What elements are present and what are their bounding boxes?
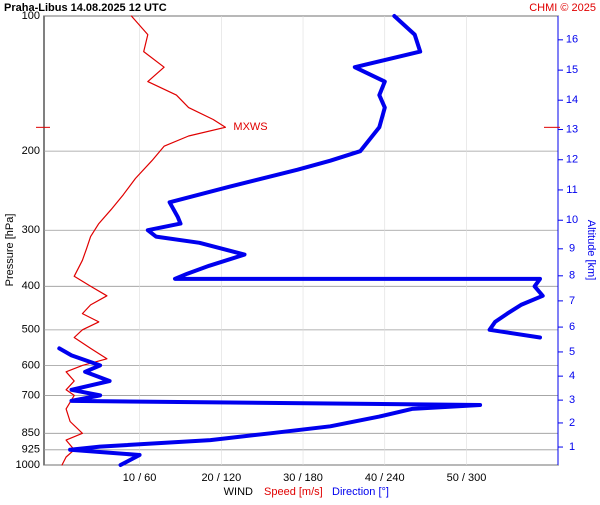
y-tick-label: 925: [22, 444, 40, 456]
chart-title: Praha-Libus 14.08.2025 12 UTC: [4, 2, 167, 14]
y2-tick-label: 13: [566, 123, 578, 135]
y2-tick-label: 8: [569, 270, 575, 282]
plot-frame: [43, 15, 559, 466]
y2-tick-label: 9: [569, 243, 575, 255]
direction-line: [57, 346, 483, 467]
x-tick-label: 40 / 240: [365, 472, 405, 484]
legend-direction: Direction [°]: [332, 486, 389, 498]
y2-tick-label: 1: [569, 441, 575, 453]
y2-tick-label: 10: [566, 214, 578, 226]
mxws-label: MXWS: [233, 121, 267, 133]
credit: CHMI © 2025: [529, 2, 596, 14]
y-axis-label: Pressure [hPa]: [4, 214, 16, 287]
y2-tick-label: 7: [569, 295, 575, 307]
y2-axis-label: Altitude [km]: [585, 220, 597, 281]
x-tick-label: 10 / 60: [123, 472, 157, 484]
y-tick-label: 1000: [16, 459, 40, 471]
x-tick-label: 20 / 120: [201, 472, 241, 484]
y-tick-label: 300: [22, 224, 40, 236]
y2-tick-label: 15: [566, 64, 578, 76]
y-tick-label: 600: [22, 359, 40, 371]
y2-tick-label: 5: [569, 346, 575, 358]
y2-tick-label: 3: [569, 394, 575, 406]
y-tick-label: 850: [22, 427, 40, 439]
legend-speed: Speed [m/s]: [264, 486, 323, 498]
y-tick-label: 500: [22, 324, 40, 336]
y2-tick-label: 14: [566, 94, 578, 106]
y-tick-label: 400: [22, 280, 40, 292]
direction-line: [145, 14, 545, 340]
x-tick-label: 30 / 180: [283, 472, 323, 484]
y2-tick-label: 2: [569, 417, 575, 429]
y-tick-label: 200: [22, 145, 40, 157]
y-tick-label: 700: [22, 389, 40, 401]
y2-tick-label: 6: [569, 321, 575, 333]
x-tick-label: 50 / 300: [447, 472, 487, 484]
y-tick-label: 100: [22, 10, 40, 22]
y2-tick-label: 4: [569, 370, 575, 382]
y2-tick-label: 16: [566, 34, 578, 46]
y2-tick-label: 11: [566, 184, 577, 196]
x-axis-label: WIND: [224, 486, 253, 498]
y2-tick-label: 12: [566, 154, 578, 166]
